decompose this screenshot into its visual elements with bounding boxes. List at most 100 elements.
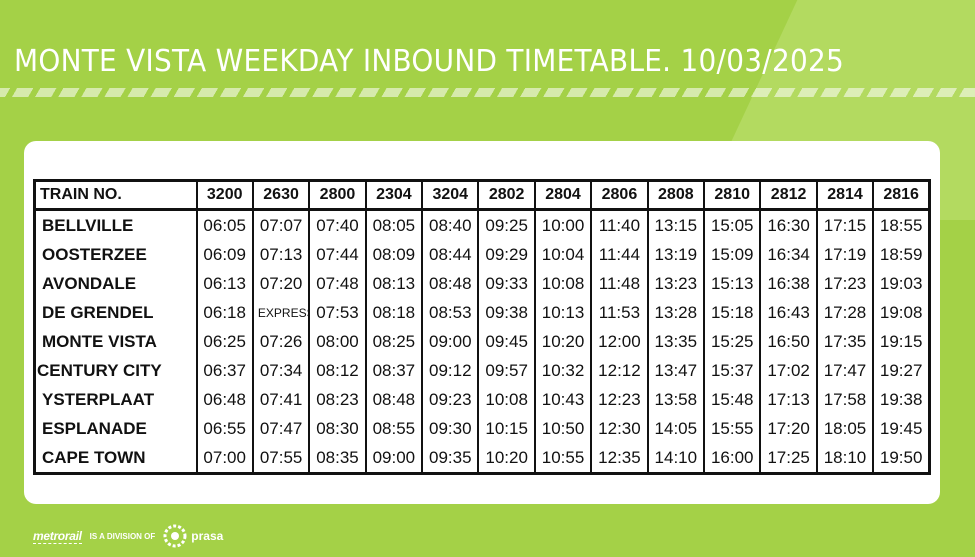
timetable: TRAIN NO. 3200 2630 2800 2304 3204 2802 2804 28…	[33, 179, 932, 475]
departure-time: 08:30	[308, 414, 366, 443]
departure-time: 10:08	[533, 269, 592, 298]
departure-time: 15:25	[703, 327, 761, 356]
departure-time: 07:20	[251, 269, 310, 298]
departure-time: 07:41	[251, 385, 310, 414]
departure-time: 19:38	[872, 385, 930, 414]
departure-time: 06:05	[195, 209, 253, 240]
departure-time: 13:58	[646, 385, 705, 414]
prasa-logo-text: prasa	[191, 529, 224, 543]
departure-time: 08:55	[364, 414, 423, 443]
table-row: MONTE VISTA 06:25 07:26 08:00 08:25 09:00 09:4…	[35, 327, 930, 356]
departure-time: 08:13	[364, 269, 423, 298]
departure-time: 17:28	[815, 298, 874, 327]
departure-time: 07:13	[251, 240, 310, 269]
departure-time: 18:59	[872, 240, 930, 269]
departure-time: 06:18	[195, 298, 253, 327]
train-number-header: 2812	[759, 180, 817, 211]
departure-time: 08:09	[364, 240, 423, 269]
departure-time: 15:05	[703, 209, 761, 240]
departure-time: 15:37	[703, 356, 761, 385]
departure-time: 12:12	[590, 356, 648, 385]
departure-time: 15:18	[703, 298, 761, 327]
train-number-header: 3200	[195, 180, 253, 211]
departure-time: 13:23	[646, 269, 705, 298]
table-row: BELLVILLE 06:05 07:07 07:40 08:05 08:40 09:25 1…	[35, 209, 930, 240]
departure-time: 08:44	[421, 240, 479, 269]
departure-time: 16:34	[759, 240, 817, 269]
departure-time: 19:15	[872, 327, 930, 356]
departure-time: 06:37	[195, 356, 253, 385]
timetable-body: BELLVILLE 06:05 07:07 07:40 08:05 08:40 09:25 1…	[35, 209, 930, 474]
train-number-header: 2800	[308, 180, 366, 211]
departure-time: 10:15	[477, 414, 535, 443]
departure-time: 08:48	[421, 269, 479, 298]
train-number-header: 2806	[590, 180, 648, 211]
departure-time: 14:10	[646, 443, 705, 474]
departure-time: 13:19	[646, 240, 705, 269]
departure-time: 13:35	[646, 327, 705, 356]
departure-time: 08:35	[308, 443, 366, 474]
departure-time: 11:40	[590, 209, 648, 240]
departure-time: 09:12	[421, 356, 479, 385]
departure-time: 09:45	[477, 327, 535, 356]
departure-time: 12:30	[590, 414, 648, 443]
departure-time: 07:44	[308, 240, 366, 269]
departure-time: 17:25	[759, 443, 817, 474]
footer: metrorail IS A DIVISION OF prasa	[33, 524, 224, 548]
decorative-stripe	[0, 88, 975, 97]
departure-time: 17:47	[815, 356, 874, 385]
station-name: AVONDALE	[42, 273, 137, 293]
station-name: DE GRENDEL	[42, 302, 154, 322]
table-row: CENTURY CITY 06:37 07:34 08:12 08:37 09:12 09:…	[35, 356, 930, 385]
departure-time: 07:53	[308, 298, 366, 327]
departure-time: 10:43	[533, 385, 592, 414]
departure-time: 08:40	[421, 209, 479, 240]
departure-time: 07:00	[195, 443, 253, 474]
departure-time: 08:00	[308, 327, 366, 356]
departure-time: 07:55	[251, 443, 310, 474]
departure-time: 19:27	[872, 356, 930, 385]
departure-time: 10:32	[533, 356, 592, 385]
departure-time: 19:03	[872, 269, 930, 298]
departure-time: 10:20	[533, 327, 592, 356]
metrorail-logo: metrorail	[33, 528, 82, 544]
departure-time: 06:48	[195, 385, 253, 414]
page-title: MONTE VISTA WEEKDAY INBOUND TIMETABLE. 1…	[14, 44, 845, 79]
departure-time: 11:48	[590, 269, 648, 298]
departure-time: 17:58	[815, 385, 874, 414]
departure-time: 16:50	[759, 327, 817, 356]
division-text: IS A DIVISION OF	[89, 531, 156, 541]
station-name: OOSTERZEE	[42, 244, 147, 264]
train-no-header: TRAIN NO.	[34, 180, 197, 211]
departure-time: 09:25	[477, 209, 535, 240]
departure-time: 07:07	[251, 209, 310, 240]
departure-time: 19:08	[872, 298, 930, 327]
table-row: OOSTERZEE 06:09 07:13 07:44 08:09 08:44 09:29 1…	[35, 240, 930, 269]
departure-time: 11:44	[590, 240, 648, 269]
departure-time: 09:29	[477, 240, 535, 269]
train-number-header: 2804	[533, 180, 592, 211]
departure-time: 16:30	[759, 209, 817, 240]
departure-time: 17:23	[815, 269, 874, 298]
departure-time: 07:40	[308, 209, 366, 240]
station-name: CENTURY CITY	[37, 360, 162, 380]
departure-time: 16:43	[759, 298, 817, 327]
departure-time: 18:05	[815, 414, 874, 443]
departure-time: 08:48	[364, 385, 423, 414]
departure-time: 10:20	[477, 443, 535, 474]
departure-time: 06:09	[195, 240, 253, 269]
departure-time: 08:12	[308, 356, 366, 385]
departure-time: 07:47	[251, 414, 310, 443]
prasa-logo-icon	[163, 524, 187, 548]
departure-time: 09:35	[421, 443, 479, 474]
departure-time: 15:13	[703, 269, 761, 298]
departure-time: 15:55	[703, 414, 761, 443]
table-row: DE GRENDEL 06:18 EXPRESS 07:53 08:18 08:53 09:…	[35, 298, 930, 327]
departure-time: 09:00	[421, 327, 479, 356]
train-number-header: 2810	[703, 180, 761, 211]
station-name: BELLVILLE	[42, 215, 134, 235]
departure-time: 07:48	[308, 269, 366, 298]
departure-time: 10:50	[533, 414, 592, 443]
train-number-header: 2816	[872, 180, 930, 211]
table-row: ESPLANADE 06:55 07:47 08:30 08:55 09:30 10:15 1…	[35, 414, 930, 443]
